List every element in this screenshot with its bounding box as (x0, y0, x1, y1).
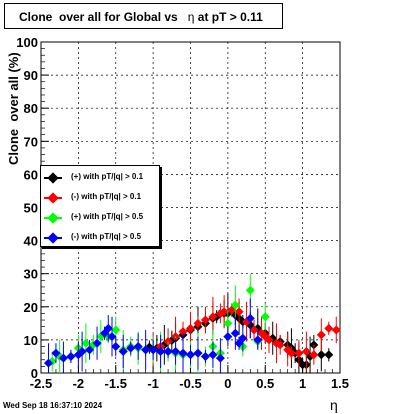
series-neg-05-point (66, 351, 76, 361)
series-neg-05-point (148, 345, 158, 355)
series-pos-05-point (111, 325, 121, 335)
x-tick-label: 0.5 (256, 376, 274, 391)
legend-marker-red (47, 192, 59, 204)
series-1 (148, 295, 341, 372)
series-neg-01-point (264, 335, 274, 345)
x-tick-label: 1 (299, 376, 306, 391)
y-tick-label: 40 (24, 234, 38, 249)
x-axis-label: η (330, 397, 338, 413)
series-neg-01-point (219, 307, 229, 317)
y-tick-label: 20 (24, 300, 38, 315)
series-neg-01-point (301, 346, 311, 356)
legend: (+) with pT/|q| > 0.1 (-) with pT/|q| > … (40, 165, 160, 247)
series-neg-05-point (200, 351, 210, 361)
series-neg-01-point (324, 323, 334, 333)
series-neg-01-point (286, 348, 296, 358)
series-neg-05-point (133, 342, 143, 352)
series-neg-05-point (230, 328, 240, 338)
series-neg-05-point (178, 348, 188, 358)
legend-item-neg-05: (-) with pT/|q| > 0.5 (41, 228, 159, 248)
series-neg-05-point (171, 346, 181, 356)
y-tick-label: 30 (24, 267, 38, 282)
series-neg-05-point (193, 348, 203, 358)
series-neg-05-point (126, 343, 136, 353)
series-neg-05-point (186, 350, 195, 360)
series-3 (43, 298, 263, 373)
series-neg-01-point (331, 325, 341, 335)
y-axis-label: Clone over all (%) (6, 52, 21, 165)
y-tick-label: 50 (24, 201, 38, 216)
legend-item-neg-01: (-) with pT/|q| > 0.1 (41, 188, 159, 208)
data-points (43, 273, 341, 373)
y-tick-label: 60 (24, 167, 38, 182)
series-neg-05-point (238, 333, 248, 343)
series-neg-05-point (43, 358, 53, 368)
y-tick-label: 10 (24, 333, 38, 348)
chart-title: Clone over all for Global vs η at pT > 0… (4, 3, 283, 29)
legend-marker-green (47, 212, 59, 224)
legend-label: (+) with pT/|q| > 0.5 (71, 212, 144, 221)
x-tick-label: -2.5 (30, 376, 52, 391)
y-tick-label: 100 (16, 35, 38, 50)
series-pos-05-point (230, 300, 240, 310)
series-pos-05-point (260, 312, 270, 322)
series-neg-05-point (92, 338, 102, 348)
series-neg-01-point (193, 318, 203, 328)
series-neg-05-point (51, 348, 61, 358)
series-neg-01-point (208, 312, 218, 322)
series-neg-05-point (107, 332, 117, 342)
series-neg-05-point (77, 346, 87, 356)
series-neg-05-point (118, 346, 128, 356)
legend-label: (-) with pT/|q| > 0.1 (71, 192, 142, 201)
series-neg-01-point (186, 323, 195, 333)
series-neg-01-point (178, 327, 188, 337)
series-neg-01-point (234, 307, 244, 317)
series-neg-01-point (316, 330, 326, 340)
series-neg-05-point (245, 313, 255, 323)
legend-item-pos-01: (+) with pT/|q| > 0.1 (41, 168, 159, 188)
x-tick-label: -1.5 (105, 376, 127, 391)
legend-label: (+) with pT/|q| > 0.1 (71, 172, 144, 181)
legend-marker-blue (47, 232, 59, 244)
series-neg-01-point (275, 340, 285, 350)
timestamp: Wed Sep 18 16:37:10 2024 (3, 401, 103, 410)
legend-item-pos-05: (+) with pT/|q| > 0.5 (41, 208, 159, 228)
series-neg-05-point (156, 346, 166, 356)
series-neg-01-point (309, 350, 319, 360)
series-pos-01-point (316, 350, 326, 360)
series-neg-05-point (215, 353, 225, 363)
legend-marker-black (47, 172, 59, 184)
series-pos-05-point (245, 285, 255, 295)
series-neg-05-point (111, 342, 121, 352)
y-tick-label: 0 (31, 366, 38, 381)
series-neg-05-point (253, 335, 263, 345)
series-neg-05-point (85, 345, 95, 355)
series-neg-05-point (103, 323, 113, 333)
y-tick-label: 70 (24, 134, 38, 149)
series-neg-05-point (141, 345, 151, 355)
series-pos-01-point (324, 350, 334, 360)
legend-label: (-) with pT/|q| > 0.5 (71, 232, 142, 241)
series-neg-05-point (208, 350, 218, 360)
series-neg-05-point (223, 332, 233, 342)
series-neg-01-point (249, 325, 259, 335)
series-pos-05-point (81, 338, 91, 348)
y-tick-label: 90 (24, 68, 38, 83)
series-neg-05-point (58, 353, 68, 363)
y-tick-label: 80 (24, 101, 38, 116)
x-tick-label: -2 (73, 376, 85, 391)
series-pos-05-point (223, 318, 233, 328)
x-tick-label: 1.5 (331, 376, 349, 391)
x-tick-label: 0 (224, 376, 231, 391)
x-tick-label: -0.5 (179, 376, 201, 391)
x-tick-label: -1 (147, 376, 159, 391)
series-neg-05-point (163, 346, 173, 356)
series-neg-01-point (200, 315, 210, 325)
series-neg-01-point (294, 348, 304, 358)
